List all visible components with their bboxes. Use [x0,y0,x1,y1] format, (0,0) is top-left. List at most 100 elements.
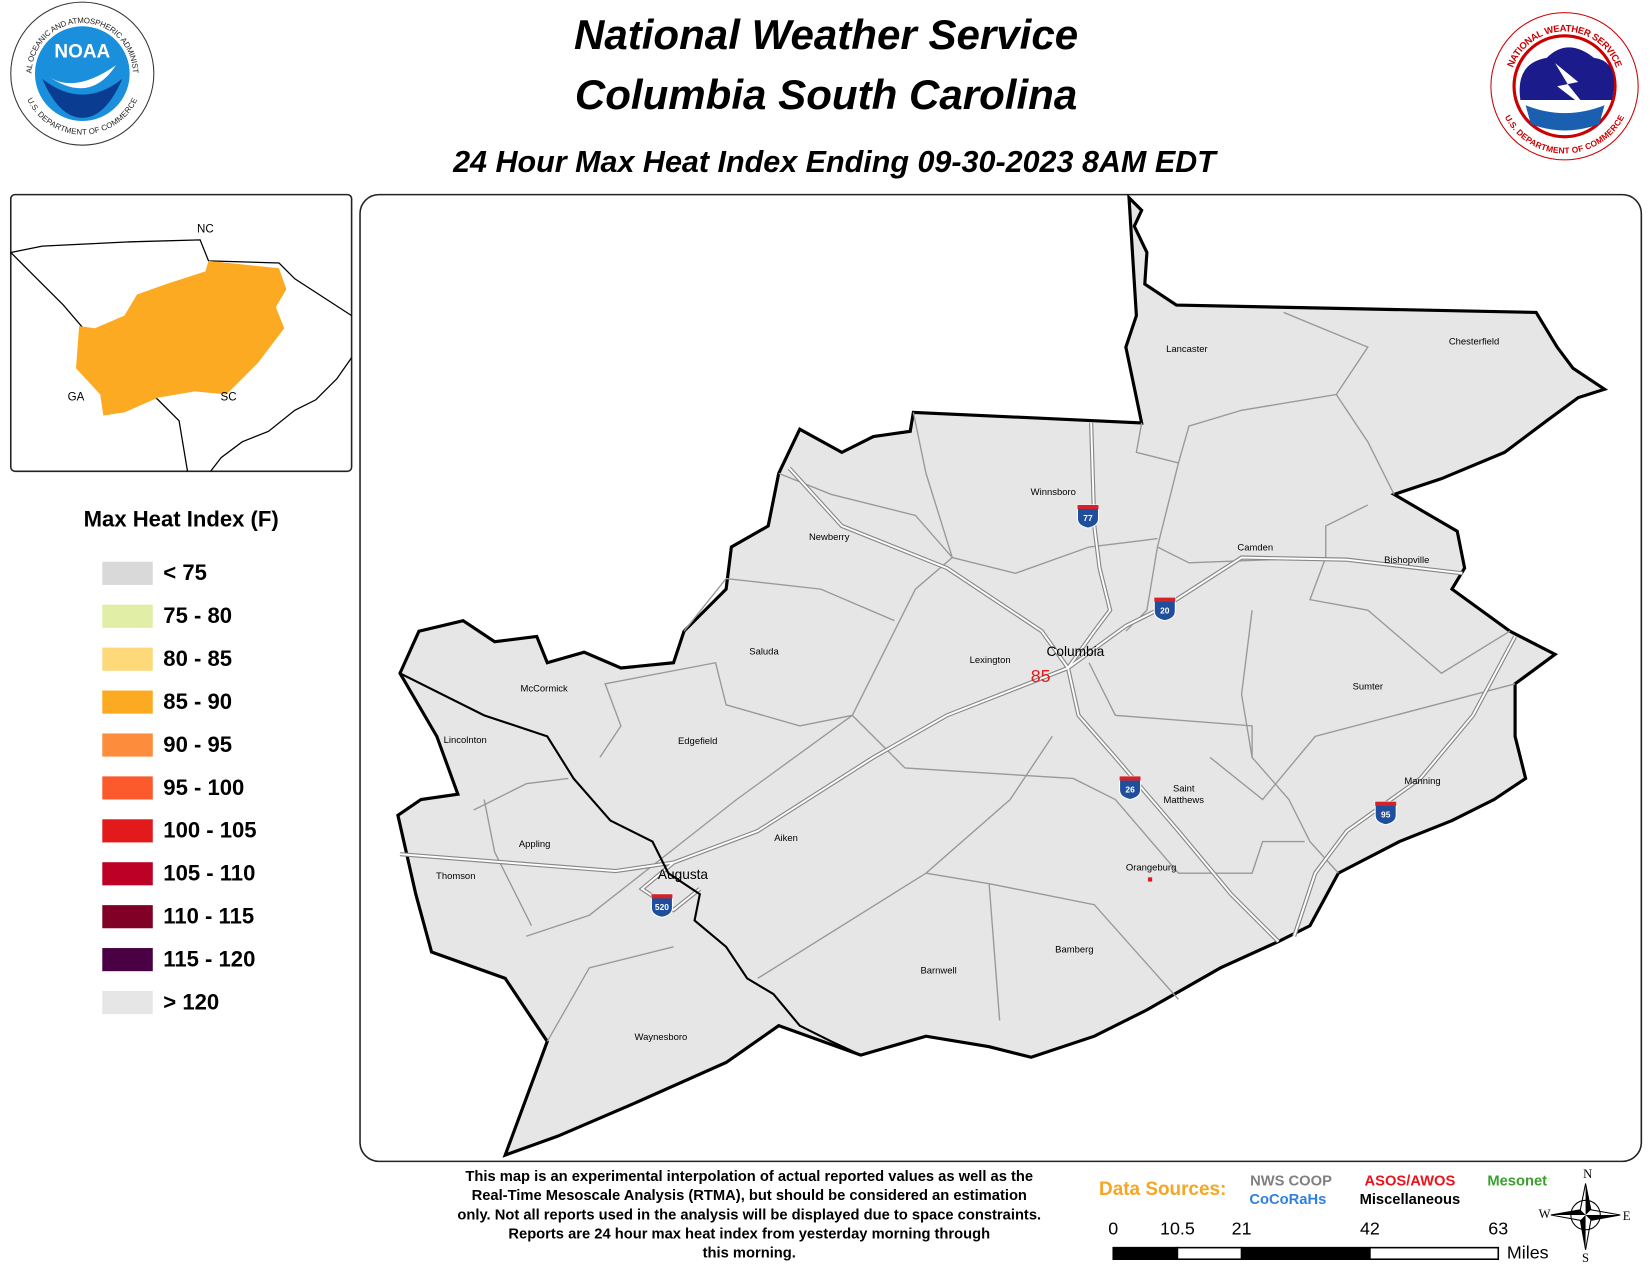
compass-letter: N [1583,1167,1592,1181]
interstate-shield [650,893,673,918]
noaa-text: NOAA [54,42,110,63]
city-label: Lexington [970,655,1011,666]
interstate-shield [1153,596,1176,622]
nws-logo: NATIONAL WEATHER SERVICE U.S. DEPARTMENT… [1490,12,1639,161]
noaa-logo: NOAA NATIONAL OCEANIC AND ATMOSPHERIC AD… [0,0,155,146]
interstate-shield [1374,801,1397,826]
compass [1550,1183,1621,1250]
city-label: McCormick [520,684,568,695]
legend-swatch [102,819,153,843]
scale-segment [1369,1246,1500,1261]
product-title: 24 Hour Max Heat Index Ending 09-30-2023… [452,145,1218,179]
footer-note: Real-Time Mesoscale Analysis (RTMA), but… [472,1188,1027,1204]
city-label: Newberry [809,532,850,543]
city-label: Barnwell [920,965,956,976]
legend-swatch [102,647,153,671]
city-label: Manning [1404,776,1440,787]
legend-label: 90 - 95 [163,732,232,757]
subtitle: Columbia South Carolina [575,71,1077,118]
legend-label: 80 - 85 [163,646,232,671]
shield-top [1119,776,1141,781]
city-label: Saluda [749,647,779,658]
interstate-label: 26 [1125,784,1135,794]
footer-note: this morning. [703,1246,796,1262]
city-label: Orangeburg [1126,862,1176,873]
footer-note: This map is an experimental interpolatio… [465,1169,1033,1185]
source-name: Mesonet [1487,1173,1547,1189]
scale-tick-label: 10.5 [1160,1218,1195,1238]
source-name: Miscellaneous [1360,1192,1461,1208]
major-city-label: Augusta [658,867,709,882]
city-label: Thomson [436,871,475,882]
city-label: Lancaster [1166,344,1208,355]
scale-segment [1240,1246,1371,1261]
city-label: Saint [1173,783,1195,794]
legend-label: 75 - 80 [163,603,232,628]
city-label: Bamberg [1055,944,1093,955]
sources-label: Data Sources: [1099,1179,1226,1200]
inset-label: NC [197,223,214,235]
interstate-shield [1119,775,1142,801]
city-label: Camden [1237,543,1273,554]
inset-label: SC [220,392,236,404]
scale-tick-label: 42 [1360,1218,1380,1238]
source-name: ASOS/AWOS [1365,1173,1456,1189]
scale-tick-label: 63 [1488,1218,1508,1238]
legend-label: > 120 [163,989,219,1014]
legend-title: Max Heat Index (F) [84,507,279,532]
title: National Weather Service [574,11,1078,58]
legend-swatch [102,733,153,757]
scale-segment [1176,1246,1243,1261]
legend-swatch [102,690,153,714]
city-label: Edgefield [678,736,717,747]
legend-label: 115 - 120 [163,946,255,971]
legend-swatch [102,905,153,929]
shield-top [1077,504,1099,510]
scale-tick-label: 21 [1232,1218,1252,1238]
legend-swatch [102,990,153,1015]
legend-label: 95 - 100 [163,775,244,800]
footer-note: only. Not all reports used in the analys… [457,1207,1041,1223]
legend-label: 85 - 90 [163,689,232,714]
city-label: Waynesboro [635,1032,688,1043]
compass-letter: E [1623,1209,1631,1223]
interstate-label: 77 [1083,513,1093,523]
legend-swatch [102,776,153,800]
legend-swatch [102,862,153,886]
legend-label: 100 - 105 [163,818,256,843]
compass-letter: W [1539,1207,1551,1221]
map-area [396,193,1609,1158]
city-label: Appling [519,839,551,850]
scale-unit: Miles [1507,1243,1549,1263]
source-name: CoCoRaHs [1249,1192,1326,1208]
footer-note: Reports are 24 hour max heat index from … [508,1226,990,1242]
legend-swatch [102,604,153,628]
city-label: Aiken [774,833,798,844]
city-label: Chesterfield [1449,336,1499,347]
legend-label: 110 - 115 [163,904,254,929]
city-label: Matthews [1163,795,1204,806]
legend-swatch [102,561,153,585]
legend-swatch [102,948,153,972]
shield-top [651,894,673,899]
inset-label: GA [68,392,85,404]
scale-tick-label: 0 [1108,1218,1118,1238]
city-label: Sumter [1353,681,1383,692]
observation-value: 85 [1031,666,1051,686]
interstate-label: 20 [1160,605,1170,615]
inset-map [9,193,353,473]
interstate-shield [1076,504,1100,529]
shield-top [1375,801,1397,806]
legend-label: 105 - 110 [163,861,255,886]
legend-label: < 75 [163,560,207,585]
interstate-label: 520 [655,902,669,912]
interstate-label: 95 [1381,810,1391,820]
city-label: Bishopville [1384,555,1429,566]
scale-segment [1112,1246,1179,1261]
city-label: Lincolnton [444,735,487,746]
compass-letter: S [1582,1251,1589,1265]
source-name: NWS COOP [1250,1173,1332,1189]
shield-top [1154,597,1176,602]
major-city-label: Columbia [1047,644,1105,659]
